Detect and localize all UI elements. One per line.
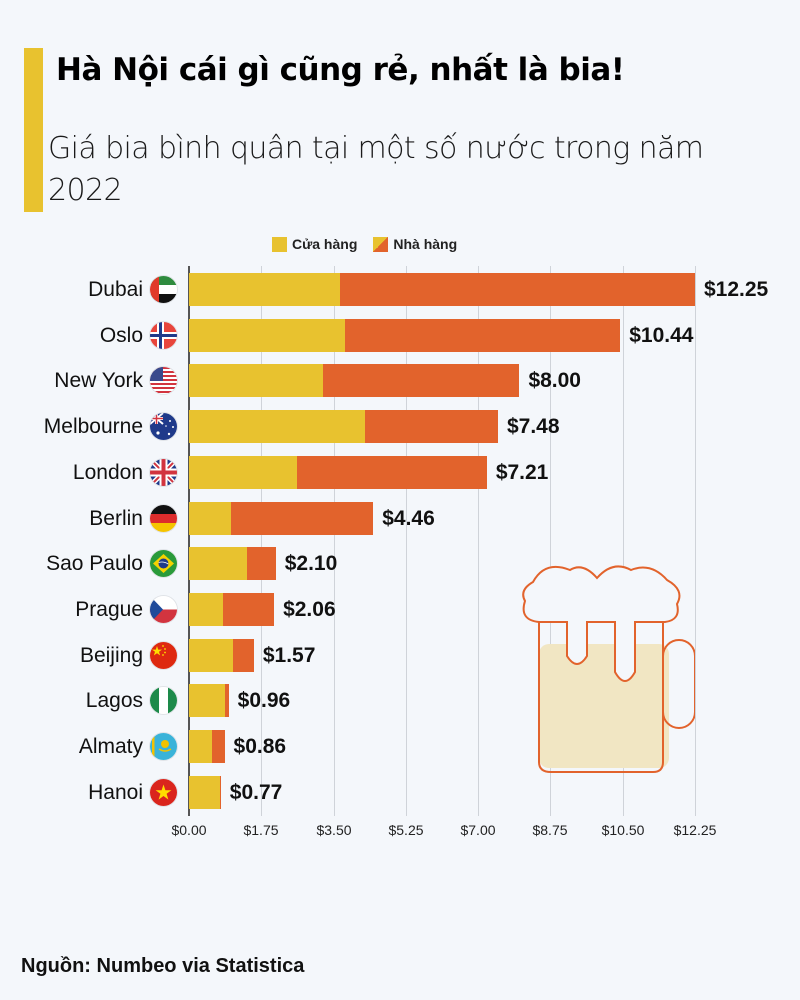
gridline (695, 266, 696, 816)
store-bar (189, 456, 297, 489)
source-note: Nguồn: Numbeo via Statistica (21, 955, 305, 977)
value-label: $0.86 (233, 735, 287, 758)
value-label: $2.10 (284, 552, 338, 575)
store-swatch-icon (272, 236, 287, 252)
bar-row: New York $8.00 (0, 364, 800, 397)
value-label: $12.25 (704, 278, 769, 301)
uae-flag-icon (150, 276, 177, 303)
x-tick-label: $8.75 (532, 822, 568, 838)
city-label: Oslo (99, 324, 143, 347)
gridline (334, 266, 335, 816)
gridline (406, 266, 407, 816)
bar-row: Berlin $4.46 (0, 502, 800, 535)
store-bar (189, 319, 345, 352)
gridline (623, 266, 624, 816)
value-label: $4.46 (382, 507, 435, 530)
czech-flag-icon (150, 596, 177, 623)
city-label: Dubai (88, 278, 143, 301)
bar-row: London $7.21 (0, 456, 800, 489)
y-axis-line (188, 266, 190, 816)
legend-label-store: Cửa hàng (292, 236, 358, 252)
city-label: New York (54, 369, 143, 392)
x-tick-label: $5.25 (388, 822, 424, 838)
australia-flag-icon (150, 413, 177, 440)
legend: Cửa hàng Nhà hàng (272, 236, 473, 252)
city-label: Beijing (79, 644, 143, 667)
store-bar (189, 547, 247, 580)
beer-mug-icon (522, 565, 695, 773)
bar-row: Almaty $0.86 (0, 730, 800, 763)
city-label: Berlin (89, 507, 143, 530)
store-bar (189, 502, 231, 535)
store-bar (189, 593, 223, 626)
china-flag-icon (150, 642, 177, 669)
city-label: London (72, 461, 143, 484)
store-bar (189, 273, 340, 306)
value-label: $7.48 (506, 415, 560, 438)
gridline (261, 266, 262, 816)
legend-item-store: Cửa hàng (272, 236, 357, 252)
bar-row: Prague $2.06 (0, 593, 800, 626)
city-label: Prague (75, 598, 143, 621)
city-label: Almaty (78, 735, 143, 758)
x-tick-label: $10.50 (601, 822, 645, 838)
store-bar (189, 410, 365, 443)
bar-row: Oslo $10.44 (0, 319, 800, 352)
value-label: $7.21 (495, 461, 549, 484)
bar-row: Sao Paulo $2.10 (0, 547, 800, 580)
bar-row: Hanoi $0.77 (0, 776, 800, 809)
store-bar (189, 364, 323, 397)
nigeria-flag-icon (150, 687, 177, 714)
bar-row: Lagos $0.96 (0, 684, 800, 717)
legend-item-restaurant: Nhà hàng (373, 236, 457, 252)
chart-subtitle: Giá bia bình quân tại một số nước trong … (48, 131, 704, 208)
title-accent-bar (24, 48, 43, 212)
value-label: $10.44 (629, 324, 694, 347)
store-bar (189, 776, 220, 809)
city-label: Melbourne (43, 415, 143, 438)
store-bar (189, 639, 233, 672)
x-tick-label: $12.25 (673, 822, 717, 838)
norway-flag-icon (150, 322, 177, 349)
usa-flag-icon (150, 367, 177, 394)
x-tick-label: $7.00 (460, 822, 496, 838)
chart-title: Hà Nội cái gì cũng rẻ, nhất là bia! (56, 52, 625, 88)
brazil-flag-icon (150, 550, 177, 577)
store-bar (189, 730, 213, 763)
value-label: $2.06 (283, 598, 336, 621)
value-label: $1.57 (262, 644, 316, 667)
kazakhstan-flag-icon (150, 733, 177, 760)
bar-row: Beijing $1.57 (0, 639, 800, 672)
bar-row: Melbourne $7.48 (0, 410, 800, 443)
value-label: $0.77 (229, 781, 283, 804)
city-label: Lagos (85, 689, 143, 712)
value-label: $0.96 (237, 689, 291, 712)
vietnam-flag-icon (150, 779, 177, 806)
gridline (478, 266, 479, 816)
value-label: $8.00 (528, 369, 581, 392)
x-tick-label: $3.50 (316, 822, 352, 838)
x-tick-label: $0.00 (171, 822, 207, 838)
gridline (550, 266, 551, 816)
uk-flag-icon (150, 459, 177, 486)
store-bar (189, 684, 225, 717)
x-tick-label: $1.75 (243, 822, 279, 838)
legend-label-restaurant: Nhà hàng (393, 236, 458, 252)
city-label: Hanoi (88, 781, 143, 804)
germany-flag-icon (150, 505, 177, 532)
bar-row: Dubai $12.25 (0, 273, 800, 306)
restaurant-swatch-icon (373, 236, 389, 252)
city-label: Sao Paulo (46, 552, 143, 575)
